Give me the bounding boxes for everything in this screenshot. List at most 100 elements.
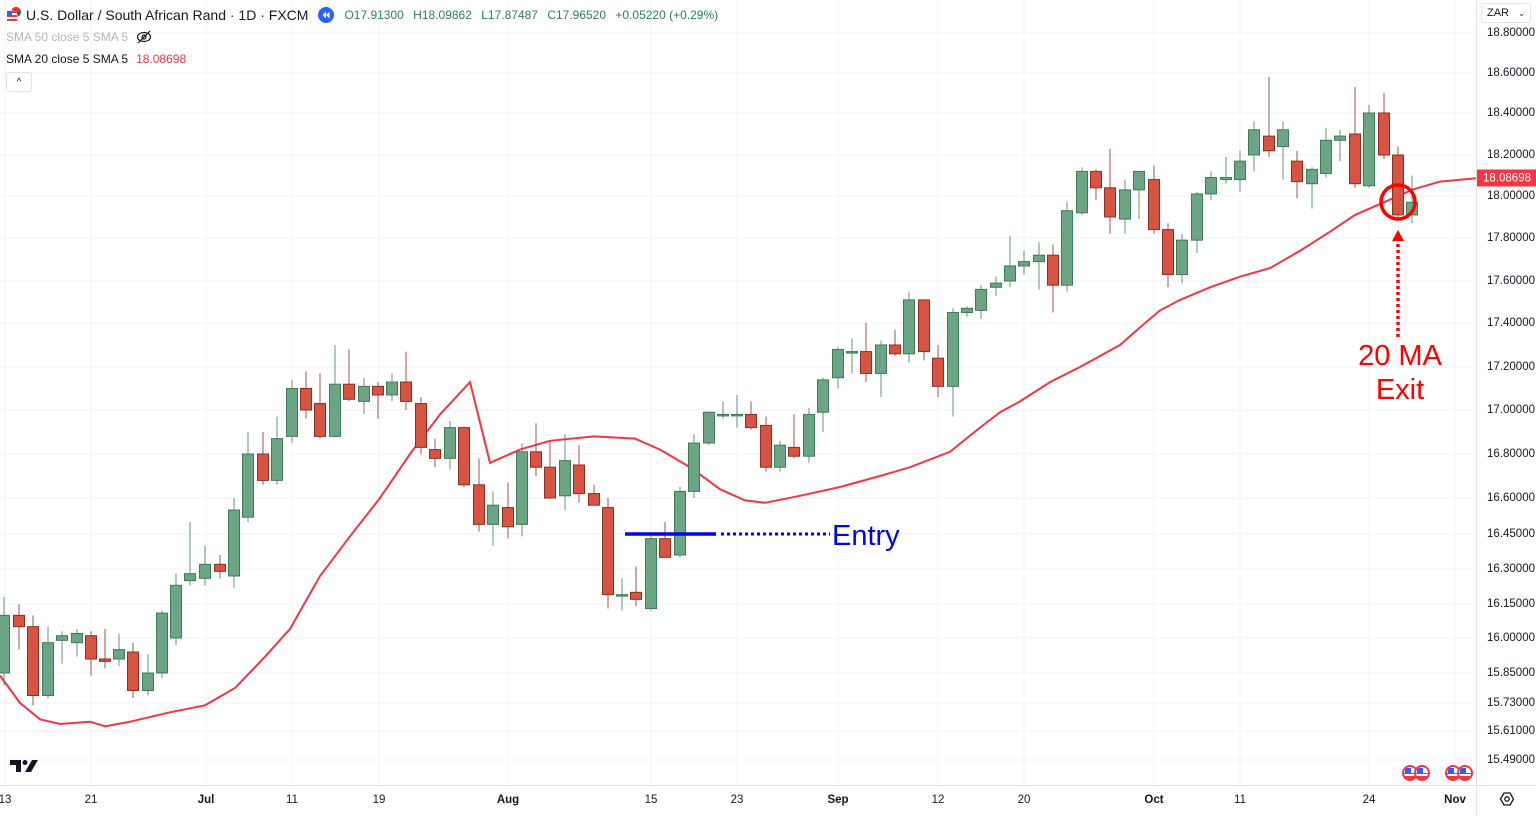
candle-down[interactable] [860,323,872,383]
candle-down[interactable] [1392,146,1404,220]
candle-up[interactable] [674,487,686,558]
candle-up[interactable] [1363,105,1375,188]
candle-up[interactable] [242,432,254,522]
candle-up[interactable] [975,285,987,319]
candle-up[interactable] [832,347,844,389]
candle-down[interactable] [745,401,757,430]
candle-down[interactable] [573,445,585,503]
candle-down[interactable] [214,555,226,579]
candle-down[interactable] [1047,244,1059,313]
candle-up[interactable] [487,491,499,546]
candle-down[interactable] [932,345,944,398]
candle-down[interactable] [257,432,269,485]
candle-down[interactable] [1291,150,1303,199]
candle-up[interactable] [444,421,456,470]
candle-up[interactable] [329,345,341,437]
candle-down[interactable] [300,371,312,419]
axis-settings-button[interactable] [1476,785,1536,816]
candle-down[interactable] [127,642,139,698]
candle-down[interactable] [27,615,39,706]
candle-up[interactable] [286,379,298,443]
candle-up[interactable] [142,654,154,696]
candle-up[interactable] [271,416,283,485]
candle-down[interactable] [1090,169,1102,201]
candle-down[interactable] [415,397,427,454]
candle-up[interactable] [947,308,959,417]
candle-up[interactable] [961,306,973,317]
candle-up[interactable] [803,407,815,463]
candle-up[interactable] [1018,250,1030,275]
candle-up[interactable] [1061,202,1073,292]
collapse-legend-button[interactable]: ^ [6,72,32,92]
candle-up[interactable] [846,338,858,374]
candle-up[interactable] [0,597,10,686]
study-sma50[interactable]: SMA 50 close 5 SMA 5 [6,26,724,48]
candle-up[interactable] [1076,167,1088,215]
replay-icon[interactable] [318,7,335,23]
candle-up[interactable] [1248,121,1260,172]
candle-up[interactable] [559,434,571,510]
candle-down[interactable] [788,414,800,459]
candle-up[interactable] [774,440,786,472]
candle-down[interactable] [372,382,384,419]
time-axis[interactable]: 13 21 Jul 11 19 Aug 15 23 Sep 12 20 Oct 11 24 Nov [0,785,1476,816]
candle-up[interactable] [199,545,211,586]
candle-up[interactable] [817,377,829,432]
candle-down[interactable] [13,604,25,650]
candle-up[interactable] [1234,150,1246,192]
candle-down[interactable] [458,427,470,487]
us-event-flag-icon[interactable] [1457,765,1473,781]
candle-down[interactable] [1349,87,1361,188]
candle-up[interactable] [903,291,915,363]
price-axis[interactable]: 18.80000 18.60000 18.40000 18.20000 18.00000… [1476,0,1536,785]
candle-up[interactable] [616,578,628,611]
candle-down[interactable] [1148,165,1160,234]
candle-up[interactable] [1334,129,1346,162]
currency-selector[interactable]: ZAR ⌄ [1481,3,1531,23]
candle-down[interactable] [429,438,441,468]
symbol-title[interactable]: U.S. Dollar / South African Rand · 1D · … [26,7,309,23]
candle-up[interactable] [184,522,196,586]
candle-up[interactable] [1277,121,1289,180]
candle-up[interactable] [1004,235,1016,288]
candle-up[interactable] [990,276,1002,296]
candle-down[interactable] [314,373,326,439]
candle-down[interactable] [1104,148,1116,234]
candle-down[interactable] [502,482,514,539]
candle-down[interactable] [1378,93,1390,160]
candle-up[interactable] [358,377,370,415]
candle-up[interactable] [71,628,83,657]
candle-down[interactable] [1263,77,1275,158]
candle-up[interactable] [645,534,657,611]
candle-down[interactable] [544,440,556,499]
candle-up[interactable] [228,498,240,588]
candle-down[interactable] [659,522,671,558]
candle-up[interactable] [516,443,528,537]
candle-up[interactable] [875,340,887,398]
candle-down[interactable] [85,631,97,676]
candle-up[interactable] [1119,179,1131,234]
study-sma20[interactable]: SMA 20 close 5 SMA 5 18.08698 [6,48,724,70]
candle-down[interactable] [343,349,355,402]
candle-up[interactable] [717,401,729,419]
candle-down[interactable] [400,351,412,410]
candle-up[interactable] [386,373,398,402]
chart-pane[interactable]: Entry 20 MA Exit U.S. Dollar / South Afric… [0,0,1477,785]
candle-up[interactable] [1306,167,1318,209]
candle-down[interactable] [99,628,111,669]
candle-up[interactable] [688,434,700,498]
candle-down[interactable] [918,299,930,361]
hidden-eye-icon[interactable] [136,30,152,44]
candle-up[interactable] [113,633,125,666]
entry-annotation[interactable]: Entry [625,520,900,552]
candle-down[interactable] [889,329,901,356]
candle-down[interactable] [588,484,600,506]
candle-up[interactable] [1320,127,1332,178]
candle-down[interactable] [530,423,542,476]
candle-up[interactable] [1133,170,1145,220]
us-event-flag-icon[interactable] [1414,765,1430,781]
candle-up[interactable] [56,631,68,664]
candle-up[interactable] [1191,191,1203,254]
